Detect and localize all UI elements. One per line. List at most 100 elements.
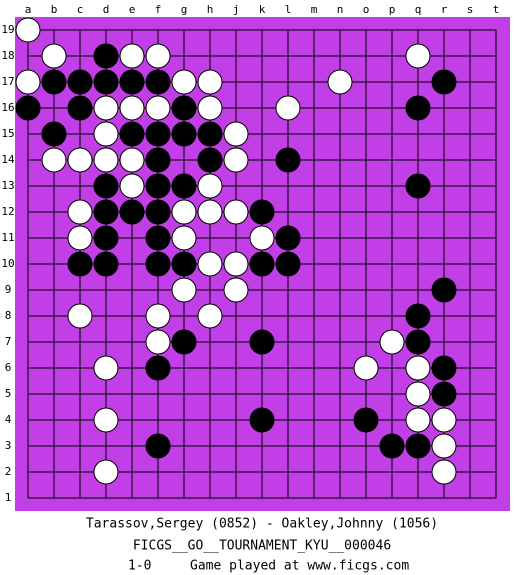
white-stone bbox=[67, 225, 93, 251]
white-stone bbox=[197, 69, 223, 95]
white-stone bbox=[197, 173, 223, 199]
column-label: s bbox=[467, 3, 474, 16]
black-stone bbox=[93, 43, 119, 69]
note: Game played at www.ficgs.com bbox=[190, 559, 409, 574]
white-stone bbox=[67, 199, 93, 225]
white-stone bbox=[197, 199, 223, 225]
column-label: o bbox=[363, 3, 370, 16]
black-stone bbox=[197, 147, 223, 173]
white-stone bbox=[67, 303, 93, 329]
white-stone bbox=[145, 95, 171, 121]
black-stone bbox=[145, 251, 171, 277]
white-stone bbox=[431, 433, 457, 459]
black-stone bbox=[145, 433, 171, 459]
row-label: 17 bbox=[1, 75, 14, 88]
black-stone bbox=[275, 225, 301, 251]
black-stone bbox=[171, 329, 197, 355]
black-stone bbox=[119, 69, 145, 95]
black-stone bbox=[431, 277, 457, 303]
black-stone bbox=[93, 69, 119, 95]
white-stone bbox=[93, 459, 119, 485]
black-stone bbox=[41, 69, 67, 95]
black-stone bbox=[171, 121, 197, 147]
black-stone bbox=[119, 199, 145, 225]
column-label: f bbox=[155, 3, 162, 16]
black-stone bbox=[67, 69, 93, 95]
white-stone bbox=[93, 407, 119, 433]
white-stone bbox=[93, 121, 119, 147]
black-stone bbox=[405, 173, 431, 199]
column-label: c bbox=[77, 3, 84, 16]
black-stone bbox=[431, 69, 457, 95]
black-stone bbox=[145, 173, 171, 199]
black-stone bbox=[145, 121, 171, 147]
column-label: e bbox=[129, 3, 136, 16]
column-label: a bbox=[25, 3, 32, 16]
row-label: 10 bbox=[1, 257, 14, 270]
white-stone bbox=[249, 225, 275, 251]
black-stone bbox=[119, 121, 145, 147]
white-stone bbox=[327, 69, 353, 95]
white-stone bbox=[145, 329, 171, 355]
black-stone bbox=[249, 199, 275, 225]
row-label: 9 bbox=[5, 283, 12, 296]
column-label: l bbox=[285, 3, 292, 16]
column-label: q bbox=[415, 3, 422, 16]
row-label: 8 bbox=[5, 309, 12, 322]
black-stone bbox=[41, 121, 67, 147]
row-label: 19 bbox=[1, 23, 14, 36]
black-stone bbox=[145, 199, 171, 225]
white-stone bbox=[405, 43, 431, 69]
black-stone bbox=[249, 407, 275, 433]
white-stone bbox=[431, 459, 457, 485]
white-stone bbox=[15, 69, 41, 95]
row-label: 15 bbox=[1, 127, 14, 140]
stones bbox=[15, 17, 457, 485]
white-stone bbox=[431, 407, 457, 433]
row-label: 18 bbox=[1, 49, 14, 62]
column-label: h bbox=[207, 3, 214, 16]
row-label: 14 bbox=[1, 153, 15, 166]
black-stone bbox=[93, 251, 119, 277]
black-stone bbox=[93, 173, 119, 199]
column-label: m bbox=[311, 3, 318, 16]
row-label: 5 bbox=[5, 387, 12, 400]
black-stone bbox=[275, 147, 301, 173]
white-stone bbox=[197, 303, 223, 329]
column-label: j bbox=[233, 3, 240, 16]
row-label: 11 bbox=[1, 231, 14, 244]
row-label: 4 bbox=[5, 413, 12, 426]
white-stone bbox=[93, 147, 119, 173]
row-label: 3 bbox=[5, 439, 12, 452]
black-stone bbox=[15, 95, 41, 121]
column-label: g bbox=[181, 3, 188, 16]
black-stone bbox=[171, 251, 197, 277]
white-stone bbox=[41, 147, 67, 173]
black-stone bbox=[145, 147, 171, 173]
black-stone bbox=[405, 303, 431, 329]
white-stone bbox=[119, 173, 145, 199]
column-label: d bbox=[103, 3, 110, 16]
white-stone bbox=[145, 303, 171, 329]
black-stone bbox=[67, 95, 93, 121]
row-label: 6 bbox=[5, 361, 12, 374]
row-label: 1 bbox=[5, 491, 12, 504]
white-stone bbox=[405, 407, 431, 433]
event: FICGS__GO__TOURNAMENT_KYU__000046 bbox=[133, 539, 391, 554]
white-stone bbox=[67, 147, 93, 173]
black-stone bbox=[145, 355, 171, 381]
black-stone bbox=[431, 355, 457, 381]
white-stone bbox=[119, 95, 145, 121]
white-stone bbox=[405, 381, 431, 407]
white-stone bbox=[119, 43, 145, 69]
white-stone bbox=[145, 43, 171, 69]
row-label: 7 bbox=[5, 335, 12, 348]
white-stone bbox=[405, 355, 431, 381]
black-stone bbox=[431, 381, 457, 407]
row-label: 12 bbox=[1, 205, 14, 218]
black-stone bbox=[93, 225, 119, 251]
column-label: b bbox=[51, 3, 58, 16]
white-stone bbox=[93, 95, 119, 121]
black-stone bbox=[145, 69, 171, 95]
